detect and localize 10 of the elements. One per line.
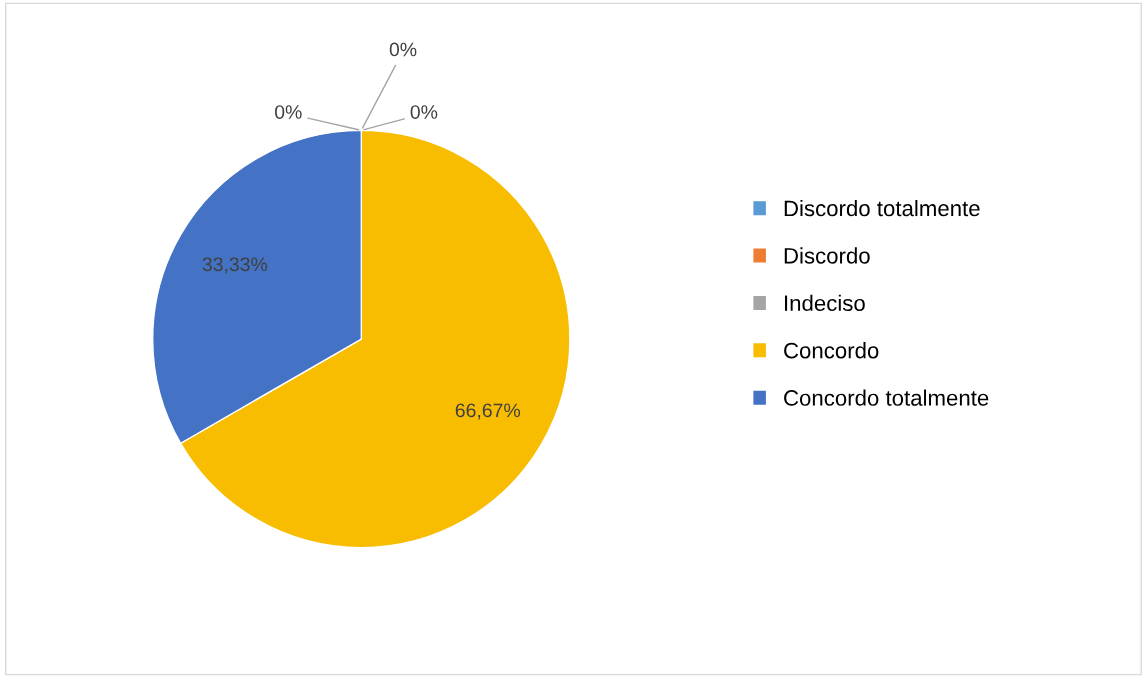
data-label: 33,33% — [202, 257, 268, 274]
text: 0% — [275, 105, 302, 119]
text: 0% — [410, 105, 438, 119]
text: 0% — [389, 42, 417, 57]
legend-label: Indeciso — [785, 294, 865, 312]
legend-label: Discordo totalmente — [784, 199, 980, 217]
legend-label: Concordo — [784, 342, 879, 359]
legend-label: Discordo — [784, 247, 870, 264]
data-label: 66,67% — [455, 403, 521, 420]
legend-label: Concordo totalmente — [784, 389, 989, 406]
